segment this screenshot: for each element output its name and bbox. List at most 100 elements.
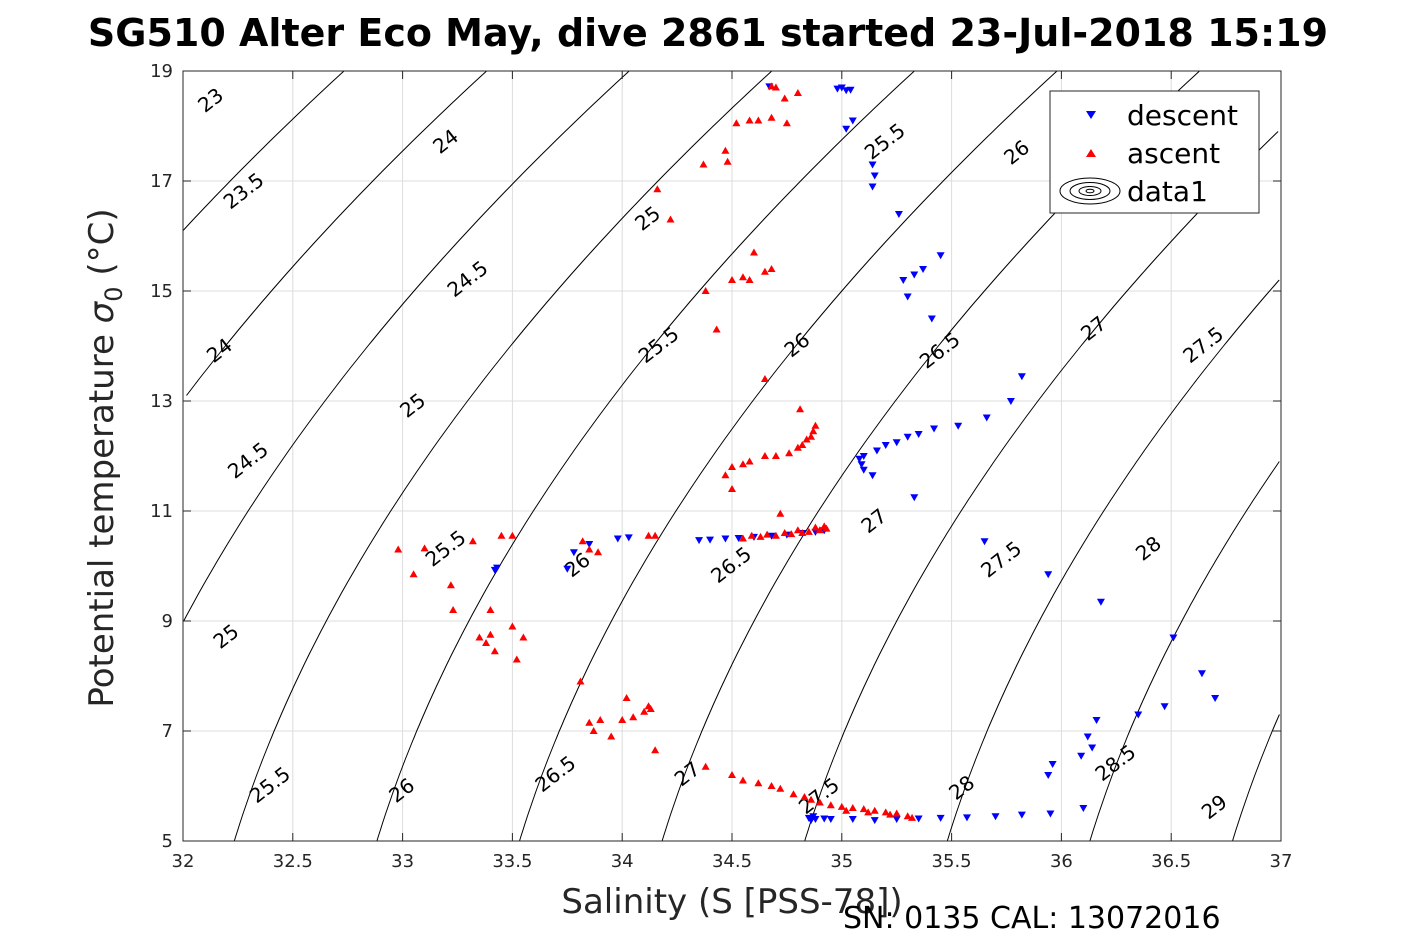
ascent-point xyxy=(754,779,763,787)
y-axis-label-subscript: 0 xyxy=(100,286,128,301)
descent-point xyxy=(613,535,622,543)
ascent-point xyxy=(815,526,824,534)
descent-point xyxy=(1017,811,1026,819)
legend-ascent-marker xyxy=(1086,149,1096,157)
x-tick-label: 32 xyxy=(172,851,195,872)
descent-point xyxy=(1088,744,1097,752)
ascent-point xyxy=(589,727,598,734)
descent-point xyxy=(706,536,715,544)
ascent-point xyxy=(785,449,794,457)
ascent-point xyxy=(780,94,789,102)
ascent-point xyxy=(763,530,772,538)
density-contour-line xyxy=(182,70,345,231)
descent-point xyxy=(936,252,945,260)
ascent-point xyxy=(800,793,809,800)
ascent-point xyxy=(756,532,765,540)
ascent-point xyxy=(585,718,594,726)
descent-point xyxy=(1096,598,1105,606)
descent-point xyxy=(868,183,877,191)
ascent-point xyxy=(842,806,851,814)
descent-point xyxy=(826,816,835,823)
density-contour-line xyxy=(519,70,1058,842)
descent-point xyxy=(734,534,743,542)
descent-point xyxy=(927,315,936,323)
ascent-point xyxy=(760,267,769,275)
descent-point xyxy=(857,461,866,469)
descent-point xyxy=(982,414,991,422)
ascent-point xyxy=(881,808,890,816)
density-contour-line xyxy=(376,70,915,842)
x-axis-ticks: 32 32.5 33 33.5 34 34.5 35 35.5 36 36.5 37 xyxy=(172,71,1292,872)
ascent-point xyxy=(738,534,747,542)
descent-point xyxy=(1083,733,1092,741)
ascent-point xyxy=(798,441,807,448)
ascent-point xyxy=(738,273,747,281)
ascent-point xyxy=(767,113,776,121)
ascent-point xyxy=(607,732,616,740)
descent-point xyxy=(842,125,851,133)
descent-point xyxy=(1017,373,1026,381)
ascent-point xyxy=(886,810,895,818)
descent-point xyxy=(1211,695,1220,702)
ascent-point xyxy=(780,529,789,536)
density-contour-line xyxy=(946,279,1280,842)
descent-point xyxy=(892,816,901,823)
descent-point xyxy=(1079,805,1088,812)
density-contour-line xyxy=(804,131,1279,842)
descent-point xyxy=(870,172,879,180)
descent-point xyxy=(930,425,939,433)
ascent-point xyxy=(820,522,829,530)
legend-box xyxy=(1049,90,1260,214)
legend-descent-marker xyxy=(1086,111,1096,119)
ascent-point xyxy=(826,801,835,809)
ascent-point xyxy=(723,157,732,165)
descent-point xyxy=(903,433,912,441)
descent-point xyxy=(820,815,829,823)
ascent-point xyxy=(747,531,756,539)
descent-point xyxy=(490,566,499,574)
ascent-point xyxy=(738,460,747,468)
descent-point xyxy=(585,541,594,548)
y-tick-label: 13 xyxy=(150,391,173,412)
ascent-point xyxy=(745,276,754,283)
descent-point xyxy=(1197,670,1206,678)
x-tick-label: 33 xyxy=(391,851,414,872)
ascent-point xyxy=(653,185,662,193)
descent-point xyxy=(903,293,912,301)
ascent-point xyxy=(903,812,912,820)
x-tick-label: 34.5 xyxy=(712,851,752,872)
descent-point xyxy=(910,494,919,502)
ascent-point xyxy=(796,405,805,413)
ascent-point xyxy=(409,570,418,578)
ascent-point xyxy=(776,784,785,792)
ascent-point xyxy=(811,523,820,531)
descent-point xyxy=(1048,761,1057,768)
descent-point xyxy=(859,466,868,474)
ascent-point xyxy=(644,531,653,539)
ascent-point xyxy=(745,116,754,124)
descent-point xyxy=(1092,717,1101,724)
density-contour-line xyxy=(1232,714,1280,842)
ascent-point xyxy=(490,647,499,655)
chart-title: SG510 Alter Eco May, dive 2861 started 2… xyxy=(88,11,1328,55)
descent-point xyxy=(859,453,868,460)
data-points xyxy=(394,82,1220,825)
ascent-point xyxy=(767,82,776,90)
y-tick-label: 11 xyxy=(150,501,173,522)
ascent-point xyxy=(728,276,736,283)
ascent-point xyxy=(446,581,455,589)
ascent-point xyxy=(701,287,710,294)
descent-point xyxy=(868,161,877,169)
ascent-point xyxy=(576,677,585,685)
ascent-point xyxy=(754,116,763,124)
x-tick-label: 33.5 xyxy=(492,851,532,872)
y-tick-label: 9 xyxy=(162,611,173,632)
ascent-point xyxy=(732,119,741,127)
y-tick-label: 15 xyxy=(150,281,173,302)
sensor-footer: SN: 0135 CAL: 13072016 xyxy=(843,901,1221,936)
y-tick-label: 7 xyxy=(162,721,173,742)
ascent-point xyxy=(809,427,818,435)
ascent-point xyxy=(651,531,660,539)
y-axis-label: Potential temperature σ0 (°C) xyxy=(82,208,128,707)
